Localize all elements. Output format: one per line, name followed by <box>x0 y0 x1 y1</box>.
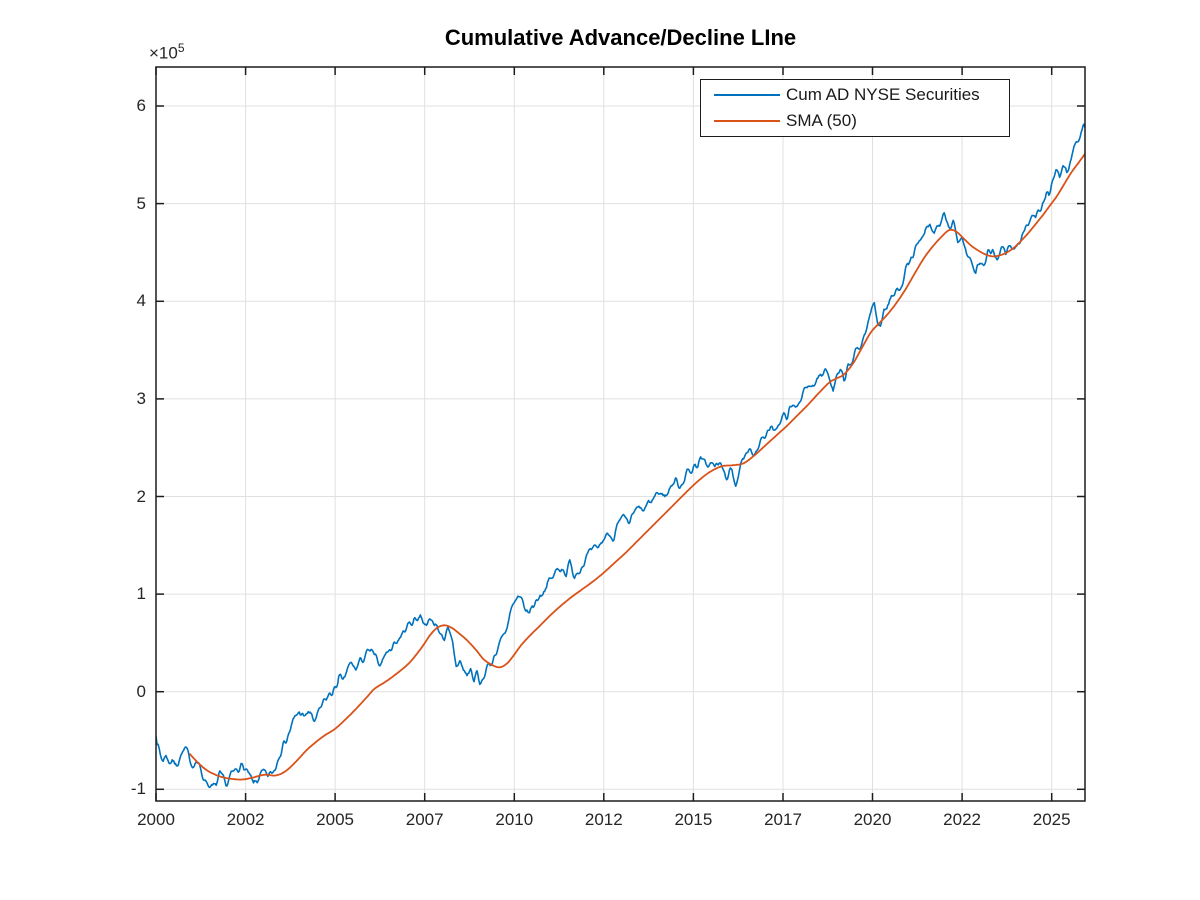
y-tick-label: 5 <box>136 193 146 213</box>
x-tick-label: 2000 <box>137 810 175 829</box>
legend-label: Cum AD NYSE Securities <box>786 85 980 105</box>
y-axis-exponent-label: ×105 <box>149 38 185 64</box>
y-tick-label: 4 <box>136 291 146 311</box>
x-tick-label: 2007 <box>405 810 444 829</box>
series-line-sma-50- <box>189 152 1085 781</box>
legend[interactable]: Cum AD NYSE Securities SMA (50) <box>700 79 1010 137</box>
y-tick-label: 1 <box>136 584 146 604</box>
axes-box <box>155 66 1086 802</box>
y-tick-label: 6 <box>136 96 146 115</box>
y-tick-label: 2 <box>136 486 146 506</box>
legend-label: SMA (50) <box>786 110 857 130</box>
x-tick-label: 2017 <box>764 810 802 829</box>
x-tick-label: 2002 <box>226 810 265 829</box>
x-tick-label: 2005 <box>316 810 354 829</box>
exponent-value: 5 <box>177 41 185 55</box>
chart-title: Cumulative Advance/Decline LIne <box>444 25 797 50</box>
y-tick-label: -1 <box>130 779 146 799</box>
x-tick-label: 2022 <box>943 810 981 829</box>
x-tick-label: 2012 <box>584 810 623 829</box>
x-tick-label: 2015 <box>674 810 713 829</box>
x-tick-label: 2025 <box>1032 810 1071 829</box>
x-tick-label: 2010 <box>495 810 534 829</box>
series-line-cum-ad-nyse-securities <box>156 123 1085 789</box>
grid-lines <box>155 67 1085 801</box>
legend-line-sample-blue <box>714 94 780 97</box>
exponent-prefix: ×10 <box>149 43 178 63</box>
y-tick-label: 3 <box>136 388 146 408</box>
y-tick-label: 0 <box>136 681 146 701</box>
series-group <box>156 123 1085 789</box>
legend-entry-sma: SMA (50) <box>701 109 1009 133</box>
legend-line-sample-orange <box>714 119 780 122</box>
x-tick-label: 2020 <box>853 810 892 829</box>
legend-entry-cum-ad: Cum AD NYSE Securities <box>701 83 1009 107</box>
